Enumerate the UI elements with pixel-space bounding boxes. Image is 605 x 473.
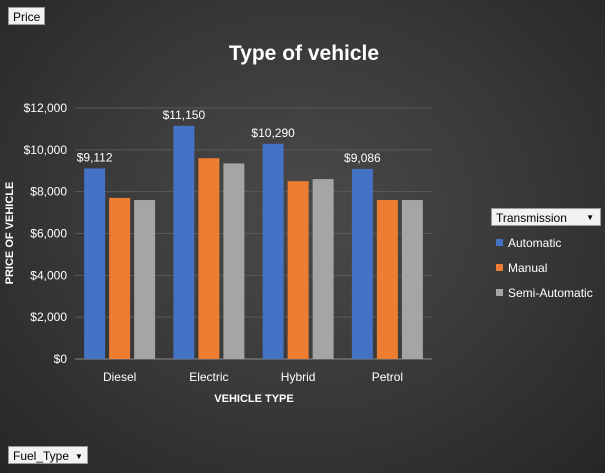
bar-semi-automatic-diesel	[134, 200, 156, 359]
dropdown-arrow-icon: ▼	[586, 213, 594, 222]
data-label: $10,290	[251, 126, 295, 140]
legend-label: Manual	[508, 261, 548, 275]
y-tick-label: $4,000	[30, 268, 67, 282]
bar-automatic-diesel	[84, 168, 106, 359]
legend-title: Transmission	[496, 211, 567, 225]
legend-item-manual: Manual	[496, 261, 547, 275]
legend-item-semi-automatic: Semi-Automatic	[496, 286, 593, 300]
y-tick-label: $12,000	[24, 101, 68, 115]
legend-label: Automatic	[508, 236, 562, 250]
data-label: $11,150	[163, 108, 206, 122]
bars	[84, 125, 423, 359]
x-tick-label: Petrol	[372, 370, 403, 384]
legend: Transmission ▼ Automatic Manual Semi-Aut…	[491, 208, 603, 300]
y-tick-label: $0	[54, 352, 68, 366]
legend-swatch-semi-automatic	[496, 289, 503, 296]
bar-automatic-petrol	[351, 168, 373, 359]
data-labels: $9,112 $11,150 $10,290 $9,086	[77, 108, 381, 165]
legend-swatch-automatic	[496, 239, 503, 246]
y-tick-label: $8,000	[30, 185, 67, 199]
x-tick-label: Electric	[189, 370, 228, 384]
y-axis-title: PRICE OF VEHICLE	[4, 182, 16, 285]
bar-manual-petrol	[376, 200, 398, 359]
x-axis-title: VEHICLE TYPE	[214, 393, 293, 405]
data-label: $9,112	[77, 150, 113, 164]
y-tick-label: $2,000	[30, 310, 67, 324]
bar-semi-automatic-petrol	[401, 200, 423, 359]
bar-semi-automatic-electric	[223, 163, 245, 359]
bar-manual-diesel	[109, 197, 131, 359]
bar-automatic-hybrid	[262, 143, 284, 359]
dropdown-arrow-icon: ▼	[75, 451, 83, 461]
fuel-type-filter-button[interactable]: Fuel_Type ▼	[8, 446, 88, 464]
transmission-filter-button[interactable]: Transmission ▼	[491, 208, 601, 226]
bar-automatic-electric	[173, 125, 195, 359]
fuel-type-label: Fuel_Type	[13, 449, 70, 463]
price-field-button[interactable]: Price	[8, 7, 46, 25]
x-tick-label: Diesel	[103, 370, 136, 384]
y-tick-label: $10,000	[24, 143, 68, 157]
legend-item-automatic: Automatic	[496, 236, 561, 250]
chart-title: Type of vehicle	[229, 42, 379, 65]
legend-swatch-manual	[496, 264, 503, 271]
bar-manual-hybrid	[287, 181, 309, 359]
axis-ticks: $0 $2,000 $4,000 $6,000 $8,000 $10,000 $12,000…	[24, 101, 403, 384]
x-tick-label: Hybrid	[281, 370, 316, 384]
data-label: $9,086	[344, 151, 381, 165]
y-tick-label: $6,000	[30, 227, 67, 241]
bar-semi-automatic-hybrid	[312, 179, 334, 359]
bar-manual-electric	[198, 158, 220, 359]
legend-label: Semi-Automatic	[508, 286, 593, 300]
